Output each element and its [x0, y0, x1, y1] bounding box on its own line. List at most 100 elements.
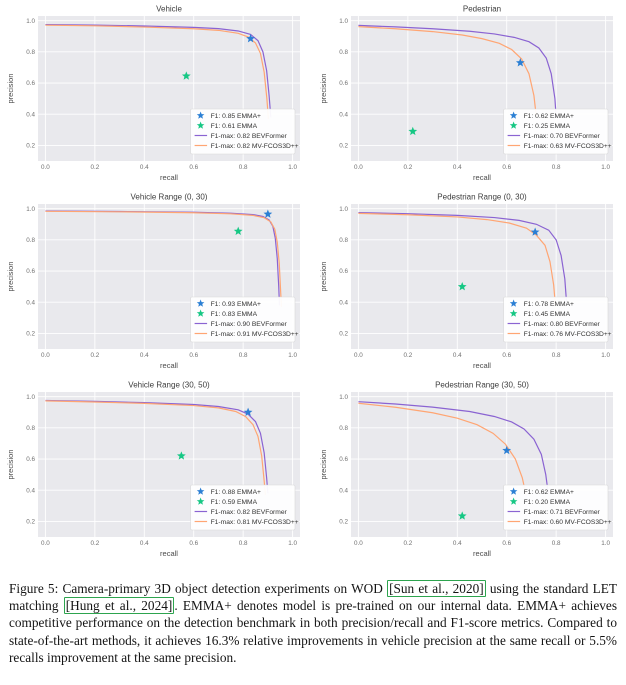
x-tick-label: 0.4	[453, 540, 462, 547]
legend-label: F1: 0.85 EMMA+	[211, 113, 261, 120]
citation-link[interactable]: [Hung et al., 2024]	[63, 597, 175, 615]
legend-star-swatch	[196, 121, 205, 129]
legend-box	[503, 108, 609, 155]
x-axis-label: recall	[160, 549, 178, 558]
legend-star-swatch	[509, 487, 518, 495]
chart-title: Vehicle Range (0, 30)	[131, 193, 208, 202]
star-marker-EMMA	[457, 282, 467, 291]
star-marker-EMMA	[457, 511, 467, 520]
x-axis-label: recall	[473, 361, 491, 370]
y-tick-label: 0.4	[26, 299, 35, 306]
chart-title: Pedestrian Range (0, 30)	[437, 193, 527, 202]
x-tick-label: 0.4	[453, 164, 462, 171]
y-tick-label: 0.6	[339, 268, 348, 275]
chart-pedestrian: 0.0 0.2 0.4 0.6 0.8 1.0 0.2 0.4 0.6 0.8 1.0 Pedestr…	[317, 3, 622, 191]
x-tick-label: 0.6	[502, 540, 511, 547]
chart-svg: 0.0 0.2 0.4 0.6 0.8 1.0 0.2 0.4 0.6 0.8 1.0 Vehicle…	[6, 193, 300, 370]
y-axis-label: precision	[319, 73, 328, 103]
series-line-MV-FCOS3D++	[45, 24, 269, 119]
legend-box	[190, 484, 296, 531]
legend-label: F1: 0.62 EMMA+	[524, 489, 574, 496]
x-tick-label: 0.6	[502, 164, 511, 171]
y-tick-label: 0.4	[26, 487, 35, 494]
legend-label: F1: 0.93 EMMA+	[211, 301, 261, 308]
legend-label: F1: 0.78 EMMA+	[524, 301, 574, 308]
x-tick-label: 1.0	[601, 352, 610, 359]
legend-label: F1: 0.45 EMMA	[524, 311, 571, 318]
series-line-MV-FCOS3D++	[45, 400, 266, 495]
x-axis-label: recall	[160, 173, 178, 182]
x-tick-label: 0.6	[502, 352, 511, 359]
legend-label: F1-max: 0.71 BEVFormer	[524, 509, 601, 516]
legend-star-swatch	[196, 487, 205, 495]
y-tick-label: 0.6	[339, 456, 348, 463]
x-tick-label: 0.8	[552, 352, 561, 359]
series-line-BEVFormer	[45, 399, 269, 494]
x-tick-label: 0.6	[189, 540, 198, 547]
x-tick-label: 0.6	[189, 164, 198, 171]
y-axis-label: precision	[319, 261, 328, 291]
y-tick-label: 0.8	[26, 49, 35, 56]
star-marker-EMMA	[408, 126, 418, 136]
x-tick-label: 0.8	[552, 540, 561, 547]
x-tick-label: 0.4	[140, 352, 149, 359]
legend-label: F1-max: 0.90 BEVFormer	[211, 321, 288, 328]
chart-vehicle-range-30-50: 0.0 0.2 0.4 0.6 0.8 1.0 0.2 0.4 0.6 0.8 1.0 Vehicle…	[4, 379, 309, 567]
legend-label: F1-max: 0.82 MV-FCOS3D++	[211, 143, 299, 150]
x-tick-label: 0.2	[90, 352, 99, 359]
y-tick-label: 0.4	[339, 111, 348, 118]
x-tick-label: 1.0	[288, 540, 297, 547]
x-axis-label: recall	[473, 173, 491, 182]
legend-label: F1: 0.83 EMMA	[211, 311, 258, 318]
x-tick-label: 0.0	[41, 164, 50, 171]
star-marker-EMMA+	[530, 227, 540, 236]
legend-label: F1: 0.25 EMMA	[524, 123, 571, 130]
chart-svg: 0.0 0.2 0.4 0.6 0.8 1.0 0.2 0.4 0.6 0.8 1.0 Pedestr…	[319, 5, 613, 182]
chart-vehicle: 0.0 0.2 0.4 0.6 0.8 1.0 0.2 0.4 0.6 0.8 1.0 Vehicle…	[4, 3, 309, 191]
citation-link[interactable]: [Sun et al., 2020]	[387, 580, 486, 597]
legend-star-swatch	[509, 121, 518, 129]
chart-pedestrian-range-0-30: 0.0 0.2 0.4 0.6 0.8 1.0 0.2 0.4 0.6 0.8 1.0 Pedestr…	[317, 191, 622, 379]
x-tick-label: 1.0	[288, 164, 297, 171]
chart-svg: 0.0 0.2 0.4 0.6 0.8 1.0 0.2 0.4 0.6 0.8 1.0 Vehicle…	[6, 5, 300, 182]
chart-title: Pedestrian Range (30, 50)	[435, 381, 529, 390]
x-tick-label: 0.8	[239, 164, 248, 171]
caption-text: using the standard LET matching	[9, 581, 617, 614]
y-tick-label: 1.0	[339, 18, 348, 25]
y-tick-label: 0.8	[339, 49, 348, 56]
x-tick-label: 0.0	[41, 352, 50, 359]
y-tick-label: 0.8	[26, 425, 35, 432]
chart-svg: 0.0 0.2 0.4 0.6 0.8 1.0 0.2 0.4 0.6 0.8 1.0 Pedestr…	[319, 193, 613, 370]
y-tick-label: 0.2	[339, 143, 348, 150]
legend-label: F1-max: 0.60 MV-FCOS3D++	[524, 519, 612, 526]
x-tick-label: 0.2	[90, 164, 99, 171]
y-tick-label: 0.8	[339, 425, 348, 432]
figure-5-plots: 0.0 0.2 0.4 0.6 0.8 1.0 0.2 0.4 0.6 0.8 1.0 Vehicle…	[0, 3, 626, 567]
legend-label: F1-max: 0.91 MV-FCOS3D++	[211, 331, 299, 338]
x-tick-label: 0.4	[140, 164, 149, 171]
x-tick-label: 0.2	[90, 540, 99, 547]
star-marker-EMMA	[176, 451, 186, 460]
series-line-MV-FCOS3D++	[358, 402, 527, 496]
y-tick-label: 1.0	[26, 206, 35, 213]
legend-label: F1: 0.59 EMMA	[211, 499, 258, 506]
series-line-BEVFormer	[358, 211, 568, 303]
x-tick-label: 0.8	[552, 164, 561, 171]
y-tick-label: 0.4	[26, 111, 35, 118]
star-marker-EMMA	[181, 71, 191, 80]
x-tick-label: 0.8	[239, 540, 248, 547]
chart-svg: 0.0 0.2 0.4 0.6 0.8 1.0 0.2 0.4 0.6 0.8 1.0 Pedestr…	[319, 381, 613, 558]
legend-label: F1-max: 0.82 BEVFormer	[211, 133, 288, 140]
legend-label: F1-max: 0.81 MV-FCOS3D++	[211, 519, 299, 526]
y-tick-label: 0.2	[26, 519, 35, 526]
x-tick-label: 1.0	[601, 540, 610, 547]
y-axis-label: precision	[6, 449, 15, 479]
x-tick-label: 0.8	[239, 352, 248, 359]
y-tick-label: 1.0	[26, 18, 35, 25]
legend-box	[503, 296, 609, 343]
y-tick-label: 0.6	[26, 268, 35, 275]
y-axis-label: precision	[6, 261, 15, 291]
legend-label: F1-max: 0.82 BEVFormer	[211, 509, 288, 516]
legend-star-swatch	[196, 309, 205, 317]
y-tick-label: 0.4	[339, 299, 348, 306]
